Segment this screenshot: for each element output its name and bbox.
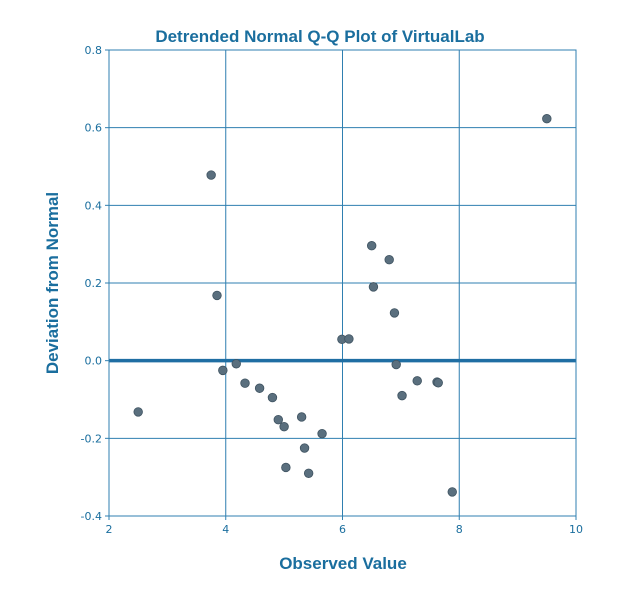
- x-tick-label: 4: [222, 523, 229, 536]
- data-point: [366, 241, 377, 251]
- data-point: [133, 407, 143, 417]
- data-point: [240, 378, 250, 388]
- y-tick-label: 0.4: [85, 199, 103, 212]
- data-point: [391, 359, 401, 370]
- data-point: [206, 170, 216, 180]
- data-point: [412, 376, 422, 386]
- data-point: [368, 282, 379, 292]
- data-point: [296, 412, 307, 422]
- y-tick-label: -0.2: [81, 432, 102, 445]
- data-points: [133, 114, 552, 497]
- data-point: [389, 308, 400, 318]
- y-axis-title: Deviation from Normal: [43, 192, 62, 374]
- chart-title: Detrended Normal Q-Q Plot of VirtualLab: [155, 27, 484, 46]
- data-point: [281, 462, 291, 473]
- data-point: [218, 365, 228, 376]
- data-point: [344, 334, 354, 344]
- data-point: [267, 392, 278, 403]
- data-point: [384, 255, 394, 265]
- y-tick-label: 0.8: [85, 44, 103, 57]
- data-point: [254, 383, 265, 393]
- data-point: [273, 414, 283, 425]
- plot-frame: [108, 49, 577, 517]
- data-point: [433, 378, 443, 388]
- data-point: [447, 487, 457, 497]
- x-tick-label: 8: [456, 523, 463, 536]
- y-tick-label: 0.6: [85, 122, 103, 135]
- grid-lines: [105, 49, 577, 520]
- y-tick-label: 0.0: [85, 355, 103, 368]
- data-point: [212, 290, 222, 301]
- data-point: [231, 359, 241, 369]
- x-tick-label: 10: [569, 523, 583, 536]
- data-point: [542, 114, 552, 124]
- data-point: [317, 428, 327, 439]
- data-point: [397, 390, 407, 401]
- data-point: [303, 468, 314, 478]
- x-tick-label: 2: [106, 523, 113, 536]
- x-axis-title: Observed Value: [279, 554, 407, 573]
- data-point: [299, 443, 310, 453]
- x-tick-label: 6: [339, 523, 346, 536]
- tick-labels: 2 4 6 8 10 -0.4 -0.2 0.0 0.2 0.4 0.6 0.8: [81, 44, 583, 536]
- data-point: [279, 421, 289, 432]
- y-tick-label: -0.4: [81, 510, 102, 523]
- y-tick-label: 0.2: [85, 277, 103, 290]
